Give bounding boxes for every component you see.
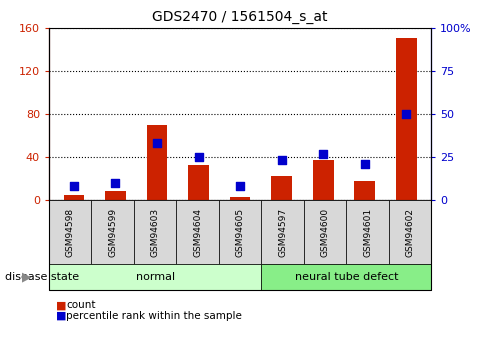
Bar [105, 191, 126, 200]
Text: GSM94600: GSM94600 [320, 207, 330, 257]
Point [112, 180, 120, 186]
Text: count: count [66, 300, 96, 310]
Bar [313, 160, 334, 200]
Text: ▶: ▶ [22, 270, 32, 283]
Point [278, 158, 286, 163]
Text: normal: normal [136, 272, 175, 282]
Text: percentile rank within the sample: percentile rank within the sample [66, 311, 242, 321]
Bar [354, 181, 375, 200]
Text: ■: ■ [56, 311, 67, 321]
Point [195, 154, 202, 160]
Text: neural tube defect: neural tube defect [294, 272, 398, 282]
Bar [188, 165, 209, 200]
Point [361, 161, 368, 167]
Text: GSM94603: GSM94603 [150, 207, 160, 257]
Text: GSM94601: GSM94601 [363, 207, 372, 257]
Text: GSM94597: GSM94597 [278, 207, 287, 257]
Text: GSM94598: GSM94598 [66, 207, 75, 257]
Bar [396, 38, 416, 200]
Text: ■: ■ [56, 300, 67, 310]
Point [319, 151, 327, 156]
Text: GSM94605: GSM94605 [236, 207, 245, 257]
Point [153, 140, 161, 146]
Bar [147, 125, 168, 200]
Point [70, 184, 78, 189]
Text: GSM94599: GSM94599 [108, 207, 117, 257]
Bar [64, 195, 84, 200]
Bar [230, 197, 250, 200]
Text: GSM94602: GSM94602 [405, 207, 415, 257]
Title: GDS2470 / 1561504_s_at: GDS2470 / 1561504_s_at [152, 10, 328, 24]
Point [402, 111, 410, 117]
Point [236, 184, 244, 189]
Text: GSM94604: GSM94604 [193, 207, 202, 257]
Text: disease state: disease state [5, 272, 79, 282]
Bar [271, 176, 292, 200]
